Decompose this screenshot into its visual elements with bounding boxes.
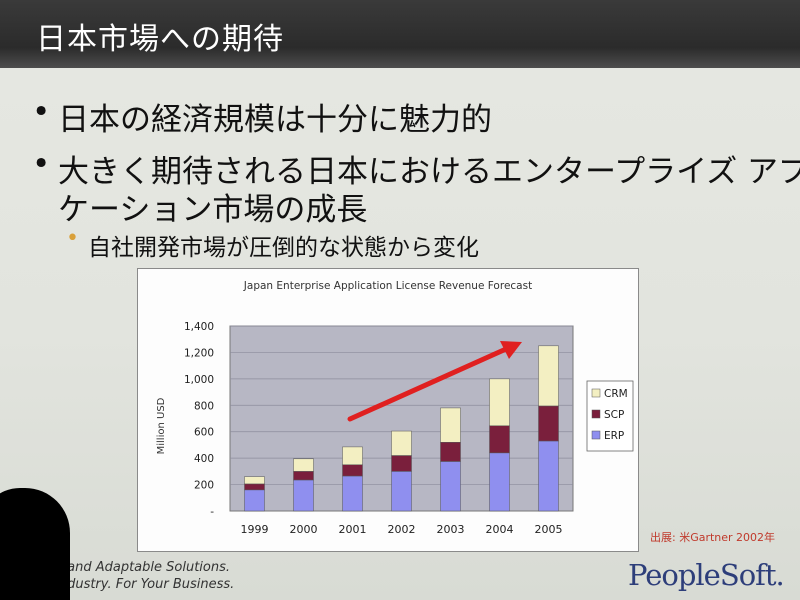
y-tick-label: -	[210, 506, 214, 518]
bar-segment-erp	[293, 479, 314, 512]
bar-segment-erp	[538, 440, 559, 512]
bar-segment-erp	[244, 489, 265, 512]
y-tick-label: 600	[194, 427, 214, 439]
sub-bullet-dot-icon: •	[66, 226, 79, 251]
trend-arrow-shaft	[347, 346, 509, 422]
x-tick-label: 2002	[388, 523, 416, 536]
chart-title: Japan Enterprise Application License Rev…	[243, 280, 532, 292]
bullet-item: • 日本の経済規模は十分に魅力的	[32, 94, 492, 139]
bar-segment-crm	[538, 345, 559, 407]
source-citation: 出展: 米Gartner 2002年	[650, 531, 776, 544]
x-tick-label: 2005	[535, 523, 563, 536]
trend-arrow-head	[500, 341, 522, 359]
bar-segment-scp	[293, 471, 314, 481]
bullet-dot-icon: •	[32, 94, 51, 130]
presenter-silhouette	[0, 488, 70, 600]
legend-swatch-scp	[591, 409, 601, 419]
x-tick-label: 2004	[486, 523, 514, 536]
bar-segment-crm	[391, 430, 412, 456]
bar-segment-scp	[342, 464, 363, 477]
bar-segment-erp	[440, 461, 461, 512]
sub-bullet-item: • 自社開発市場が圧倒的な状態から変化	[66, 226, 479, 262]
bullet-text: 大きく期待される日本におけるエンタープライズ アプリ	[58, 154, 800, 190]
sub-bullet-text: 自社開発市場が圧倒的な状態から変化	[88, 235, 479, 261]
bullet-text: ケーション市場の成長	[58, 192, 368, 228]
bar-segment-scp	[391, 455, 412, 472]
footer-line: Industry. For Your Business.	[55, 577, 235, 592]
y-tick-label: 1,400	[184, 321, 214, 333]
x-tick-label: 2000	[290, 523, 318, 536]
bar-segment-erp	[391, 471, 412, 512]
bar-segment-erp	[489, 452, 510, 512]
y-tick-label: 200	[194, 480, 214, 492]
y-tick-label: 400	[194, 453, 214, 465]
footer-tagline: e and Adaptable Solutions. Industry. For…	[55, 559, 234, 593]
x-tick-label: 1999	[241, 523, 269, 536]
slide-title: 日本市場への期待	[36, 22, 284, 57]
y-tick-label: 1,000	[184, 374, 214, 386]
bullet-item: • 大きく期待される日本におけるエンタープライズ アプリ	[32, 146, 800, 191]
x-tick-label: 2001	[339, 523, 367, 536]
bar-segment-crm	[293, 458, 314, 472]
peoplesoft-logo: PeopleSoft.	[628, 558, 785, 592]
revenue-forecast-chart: Japan Enterprise Application License Rev…	[156, 280, 634, 536]
footer-line: e and Adaptable Solutions.	[55, 560, 231, 575]
bullet-continuation: ケーション市場の成長	[58, 184, 367, 229]
bar-segment-crm	[342, 446, 363, 466]
bullet-text: 日本の経済規模は十分に魅力的	[58, 102, 492, 138]
chart-y-axis-label: Million USD	[156, 397, 167, 454]
legend-label-crm: CRM	[604, 388, 628, 400]
bar-segment-scp	[440, 442, 461, 462]
legend-swatch-erp	[591, 430, 601, 440]
y-tick-label: 1,200	[184, 347, 214, 359]
x-tick-label: 2003	[437, 523, 465, 536]
bar-segment-scp	[244, 483, 265, 491]
bar-segment-crm	[440, 407, 461, 443]
trend-arrow-icon	[347, 341, 522, 422]
legend-label-scp: SCP	[604, 409, 624, 421]
bar-segment-crm	[244, 476, 265, 485]
chart-container: Japan Enterprise Application License Rev…	[137, 268, 639, 552]
bar-segment-crm	[489, 378, 510, 427]
bar-segment-scp	[489, 425, 510, 454]
bullet-dot-icon: •	[32, 146, 51, 182]
bar-segment-erp	[342, 475, 363, 512]
y-tick-label: 800	[194, 400, 214, 412]
legend-label-erp: ERP	[604, 430, 624, 442]
legend-swatch-crm	[591, 388, 601, 398]
title-bar: 日本市場への期待	[0, 0, 800, 68]
bar-segment-scp	[538, 405, 559, 442]
